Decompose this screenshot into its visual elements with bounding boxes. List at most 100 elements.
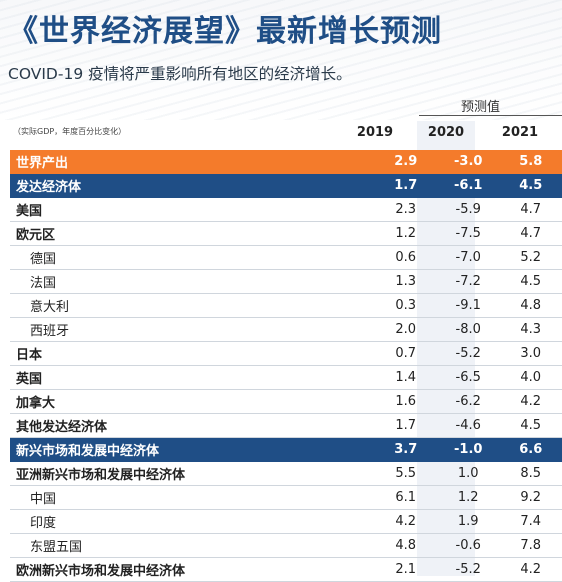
value-2019: 1.7	[374, 173, 437, 198]
row-label: 欧洲新兴市场和发展中经济体	[10, 557, 375, 582]
row-label: 世界产出	[10, 150, 375, 174]
value-2019: 1.6	[374, 389, 437, 414]
value-2020: -8.0	[437, 317, 500, 342]
value-2019: 5.5	[374, 461, 437, 486]
row-label: 西班牙	[10, 317, 375, 342]
row-label: 印度	[10, 509, 375, 534]
row-label: 英国	[10, 365, 375, 390]
value-2020: -0.6	[437, 533, 500, 558]
row-label: 意大利	[10, 293, 375, 318]
value-2019: 2.3	[374, 197, 437, 222]
value-2021: 4.3	[499, 317, 562, 342]
value-2020: -4.6	[437, 413, 500, 438]
table-row: 世界产出 2.9 -3.0 5.8	[10, 150, 562, 174]
row-label: 德国	[10, 245, 375, 270]
table-row: 其他发达经济体 1.7 -4.6 4.5	[10, 413, 562, 438]
row-label: 亚洲新兴市场和发展中经济体	[10, 461, 375, 486]
unit-note: （实际GDP，年度百分比变化）	[13, 127, 127, 136]
table-row: 法国 1.3 -7.2 4.5	[10, 269, 562, 294]
row-label: 欧元区	[10, 221, 375, 246]
year-header-2019: 2019	[356, 125, 394, 140]
value-2019: 0.3	[374, 293, 437, 318]
row-label: 日本	[10, 341, 375, 366]
header-background	[0, 0, 562, 120]
row-label: 东盟五国	[10, 533, 375, 558]
row-label: 中国	[10, 485, 375, 510]
table-row: 加拿大 1.6 -6.2 4.2	[10, 389, 562, 414]
value-2021: 4.5	[499, 173, 562, 198]
value-2019: 1.2	[374, 221, 437, 246]
table-row: 英国 1.4 -6.5 4.0	[10, 365, 562, 390]
value-2020: 1.2	[437, 485, 500, 510]
table-row: 亚洲新兴市场和发展中经济体 5.5 1.0 8.5	[10, 461, 562, 486]
value-2019: 1.7	[374, 413, 437, 438]
value-2020: -3.0	[437, 150, 500, 174]
table-row: 德国 0.6 -7.0 5.2	[10, 245, 562, 270]
table-row: 中国 6.1 1.2 9.2	[10, 485, 562, 510]
year-header-2020: 2020	[427, 125, 465, 140]
value-2019: 1.3	[374, 269, 437, 294]
value-2020: 1.9	[437, 509, 500, 534]
value-2020: -7.2	[437, 269, 500, 294]
value-2019: 2.9	[374, 150, 437, 174]
value-2021: 7.4	[499, 509, 562, 534]
table-row: 意大利 0.3 -9.1 4.8	[10, 293, 562, 318]
row-label: 法国	[10, 269, 375, 294]
table-row: 欧洲新兴市场和发展中经济体 2.1 -5.2 4.2	[10, 557, 562, 582]
value-2021: 8.5	[499, 461, 562, 486]
value-2020: -1.0	[437, 437, 500, 462]
value-2019: 6.1	[374, 485, 437, 510]
table-row: 东盟五国 4.8 -0.6 7.8	[10, 533, 562, 558]
value-2020: -7.5	[437, 221, 500, 246]
table-row: 发达经济体 1.7 -6.1 4.5	[10, 173, 562, 198]
page-subtitle: COVID-19 疫情将严重影响所有地区的经济增长。	[8, 65, 352, 83]
row-label: 加拿大	[10, 389, 375, 414]
value-2020: -9.1	[437, 293, 500, 318]
value-2021: 3.0	[499, 341, 562, 366]
value-2021: 4.7	[499, 221, 562, 246]
value-2019: 4.8	[374, 533, 437, 558]
growth-table: 世界产出 2.9 -3.0 5.8 发达经济体 1.7 -6.1 4.5 美国 2.3 -5.9 4.…	[10, 150, 562, 582]
value-2021: 9.2	[499, 485, 562, 510]
table-row: 美国 2.3 -5.9 4.7	[10, 197, 562, 222]
value-2021: 5.8	[499, 150, 562, 174]
value-2020: -6.5	[437, 365, 500, 390]
value-2019: 0.6	[374, 245, 437, 270]
row-label: 新兴市场和发展中经济体	[10, 437, 375, 462]
projection-label: 预测值	[461, 100, 501, 115]
value-2021: 4.5	[499, 413, 562, 438]
value-2021: 4.5	[499, 269, 562, 294]
value-2021: 4.2	[499, 557, 562, 582]
row-label: 其他发达经济体	[10, 413, 375, 438]
row-label: 美国	[10, 197, 375, 222]
value-2021: 6.6	[499, 437, 562, 462]
value-2020: -5.2	[437, 341, 500, 366]
page-title: 《世界经济展望》最新增长预测	[8, 14, 442, 49]
table-row: 西班牙 2.0 -8.0 4.3	[10, 317, 562, 342]
value-2019: 2.1	[374, 557, 437, 582]
projection-divider	[419, 115, 562, 116]
value-2019: 3.7	[374, 437, 437, 462]
table-row: 欧元区 1.2 -7.5 4.7	[10, 221, 562, 246]
value-2020: 1.0	[437, 461, 500, 486]
value-2019: 0.7	[374, 341, 437, 366]
table-row: 印度 4.2 1.9 7.4	[10, 509, 562, 534]
value-2019: 4.2	[374, 509, 437, 534]
value-2021: 4.2	[499, 389, 562, 414]
table-row: 新兴市场和发展中经济体 3.7 -1.0 6.6	[10, 437, 562, 462]
value-2020: -5.2	[437, 557, 500, 582]
value-2021: 7.8	[499, 533, 562, 558]
row-label: 发达经济体	[10, 173, 375, 198]
value-2020: -6.2	[437, 389, 500, 414]
value-2019: 1.4	[374, 365, 437, 390]
value-2021: 4.8	[499, 293, 562, 318]
value-2020: -7.0	[437, 245, 500, 270]
value-2020: -5.9	[437, 197, 500, 222]
value-2019: 2.0	[374, 317, 437, 342]
value-2020: -6.1	[437, 173, 500, 198]
year-header-2021: 2021	[501, 125, 539, 140]
value-2021: 5.2	[499, 245, 562, 270]
value-2021: 4.0	[499, 365, 562, 390]
table-header: （实际GDP，年度百分比变化） 2019 2020 2021	[0, 121, 562, 149]
table-row: 日本 0.7 -5.2 3.0	[10, 341, 562, 366]
